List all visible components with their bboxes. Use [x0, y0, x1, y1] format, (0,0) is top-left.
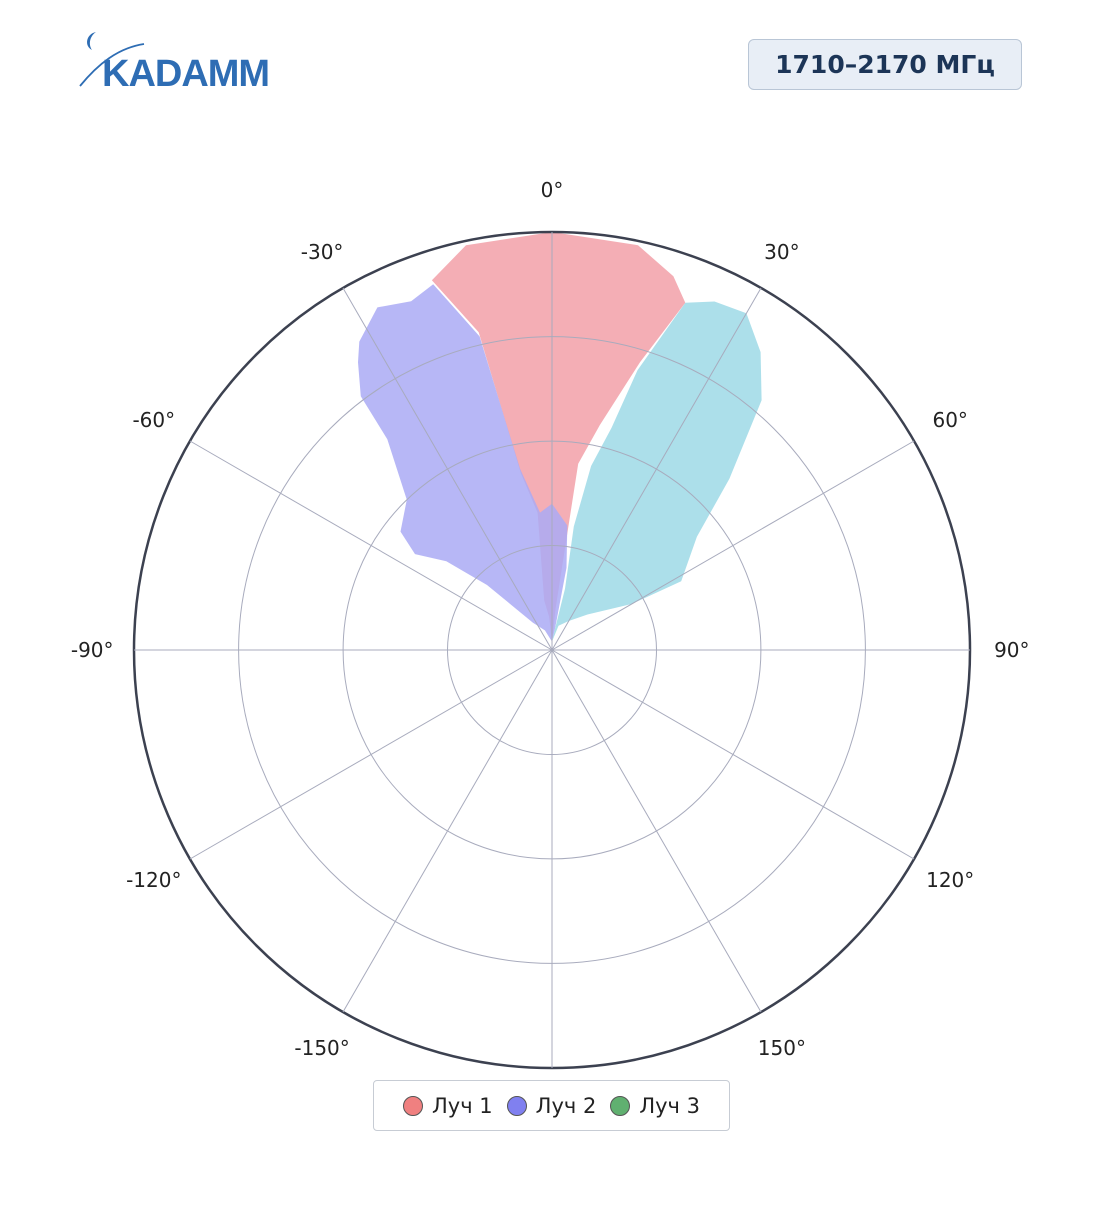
grid-spoke-120	[551, 649, 915, 860]
kadamm-logo: KADAMM	[79, 32, 270, 94]
angle-label: 30°	[764, 240, 799, 264]
legend-label: Луч 2	[535, 1093, 597, 1118]
grid-spoke-150	[551, 649, 762, 1013]
series-area-beam-1	[431, 232, 686, 642]
angle-label: 90°	[994, 638, 1029, 662]
grid-spoke-30	[551, 287, 762, 651]
grid-spoke--150	[342, 649, 553, 1013]
chart-legend: Луч 1 Луч 2 Луч 3	[373, 1080, 730, 1131]
series-area-beam-3	[552, 301, 762, 642]
legend-item-beam-3: Луч 3	[610, 1094, 700, 1118]
legend-item-beam-2: Луч 2	[506, 1093, 597, 1118]
logo-swoosh-icon	[87, 32, 96, 50]
angle-label: -60°	[132, 408, 175, 432]
legend-swatch	[610, 1095, 631, 1116]
angle-label: -90°	[71, 638, 114, 662]
grid-spoke--60	[189, 440, 553, 651]
legend-swatch	[402, 1095, 423, 1116]
angle-label: 0°	[541, 178, 564, 202]
angle-label: -120°	[126, 868, 181, 892]
angle-label: -30°	[301, 240, 344, 264]
angle-label: 150°	[758, 1036, 806, 1060]
frequency-band-badge: 1710–2170 МГц	[748, 39, 1022, 90]
grid-spoke--120	[189, 649, 553, 860]
legend-label: Луч 1	[431, 1093, 493, 1118]
grid-spoke-60	[551, 440, 915, 651]
legend-swatch	[506, 1095, 527, 1116]
logo-text: KADAMM	[102, 53, 269, 94]
angle-label: -150°	[294, 1036, 349, 1060]
angle-label: 60°	[932, 408, 967, 432]
legend-label: Луч 3	[639, 1093, 700, 1118]
angle-label: 120°	[926, 868, 974, 892]
legend-item-beam-1: Луч 1	[402, 1093, 493, 1118]
grid-spoke--30	[342, 287, 553, 651]
